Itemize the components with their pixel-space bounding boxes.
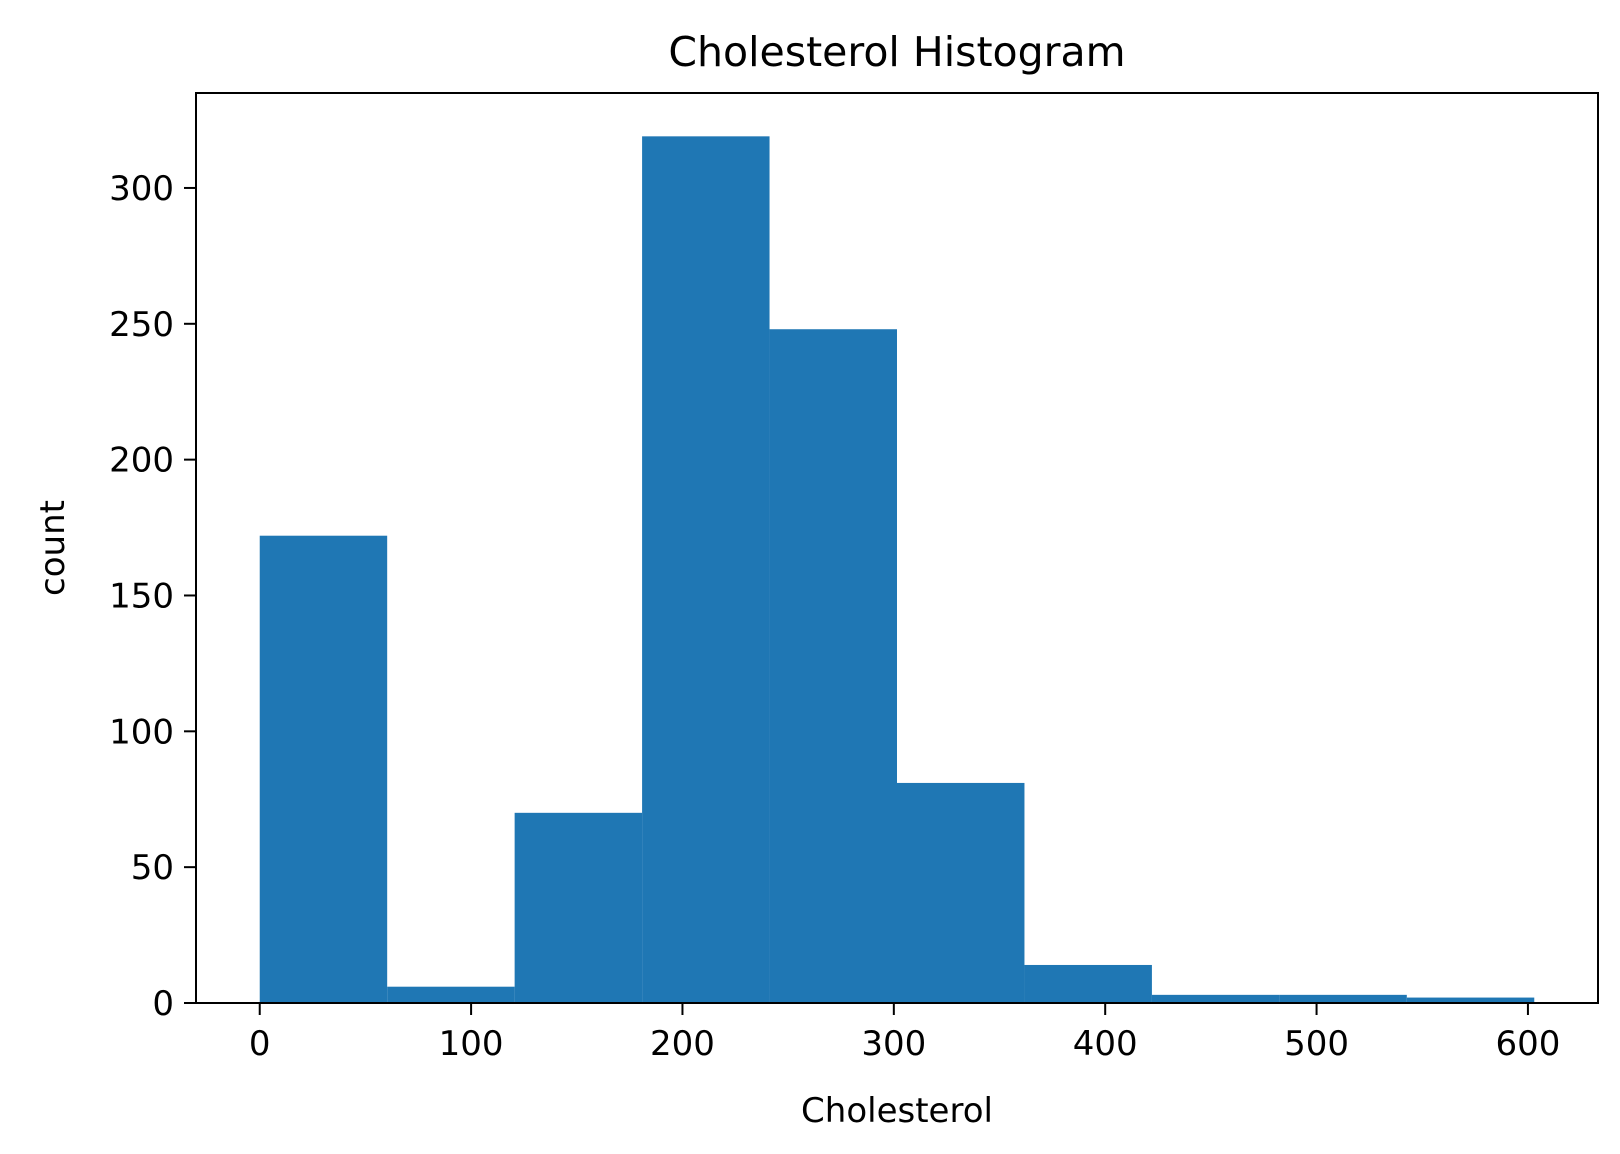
histogram-bar (897, 782, 1025, 1003)
y-axis-label: count (33, 500, 73, 596)
histogram-bar (259, 535, 388, 1003)
histogram-bar (1151, 994, 1280, 1003)
y-tick-label: 50 (131, 848, 174, 888)
y-tick-label: 200 (109, 441, 174, 481)
histogram-bar (514, 812, 643, 1003)
chart-title: Cholesterol Histogram (668, 28, 1125, 76)
y-tick-label: 0 (152, 984, 174, 1024)
histogram-bar (642, 136, 770, 1004)
x-tick-label: 400 (1073, 1024, 1138, 1064)
bars-layer (259, 136, 1535, 1004)
histogram-bar (387, 986, 515, 1003)
histogram-bar (1279, 994, 1407, 1003)
y-axis-ticks: 0 50 100 150 200 250 300 (109, 169, 196, 1024)
x-axis-label: Cholesterol (801, 1091, 993, 1131)
x-tick-label: 0 (249, 1024, 271, 1064)
y-tick-label: 250 (109, 305, 174, 345)
axes-frame (195, 92, 1599, 1004)
x-tick-label: 100 (439, 1024, 504, 1064)
histogram-bar (769, 329, 897, 1003)
x-tick-label: 500 (1284, 1024, 1349, 1064)
y-tick-label: 150 (109, 576, 174, 616)
x-axis-ticks: 0 100 200 300 400 500 600 (249, 1003, 1560, 1064)
y-tick-label: 100 (109, 712, 174, 752)
histogram-bar (1406, 997, 1535, 1003)
x-tick-label: 300 (861, 1024, 926, 1064)
histogram-bar (1024, 964, 1152, 1003)
x-tick-label: 200 (650, 1024, 715, 1064)
y-tick-label: 300 (109, 169, 174, 209)
x-tick-label: 600 (1495, 1024, 1560, 1064)
